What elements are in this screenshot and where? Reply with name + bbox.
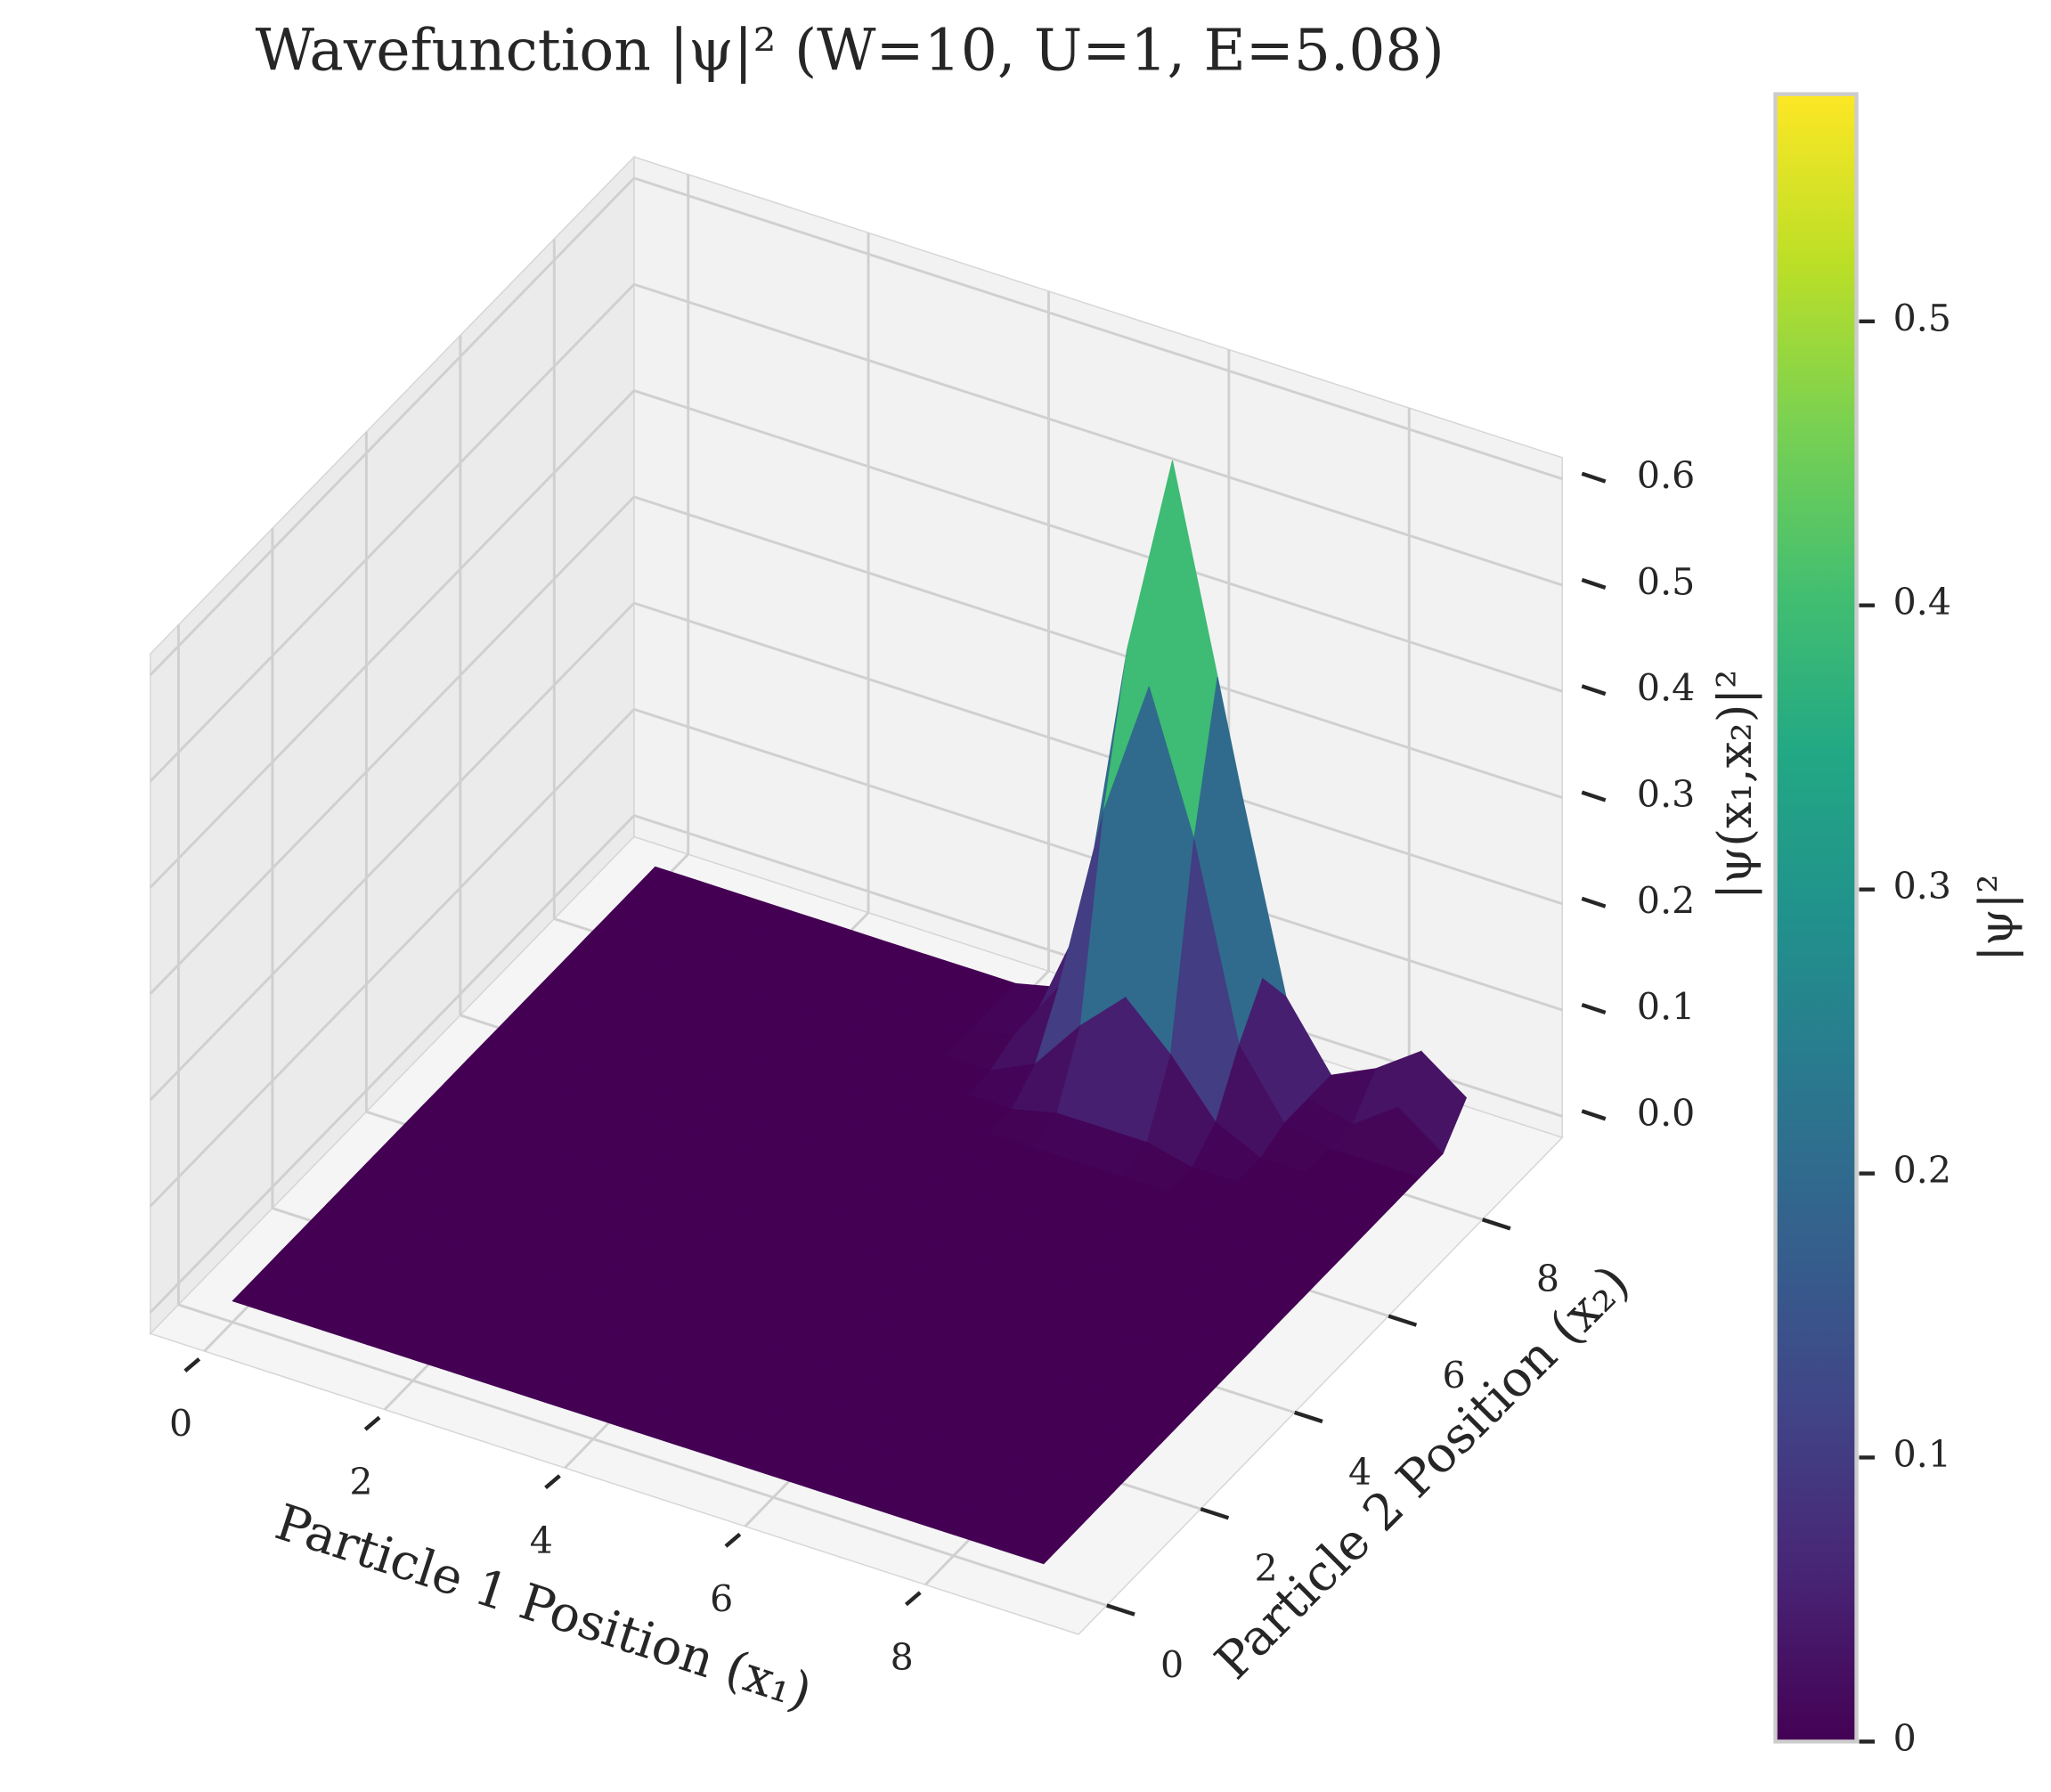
y-tick-label: 2 (1255, 1547, 1278, 1590)
x-tick (544, 1474, 561, 1490)
grid-line (149, 814, 636, 1314)
z-tick-label: 0.6 (1637, 454, 1695, 497)
y-tick (1200, 1507, 1230, 1520)
x-tick-label: 2 (349, 1461, 372, 1503)
y-tick-label: 4 (1348, 1451, 1371, 1494)
grid-line (633, 282, 1563, 587)
x-tick-label: 0 (169, 1403, 192, 1446)
x-tick (363, 1415, 381, 1431)
chart-title: Wavefunction |ψ|² (W=10, U=1, E=5.08) (256, 18, 1445, 85)
grid-line (149, 495, 636, 995)
grid-line (149, 176, 636, 676)
y-tick (1293, 1410, 1323, 1424)
x-tick-label: 8 (891, 1636, 914, 1679)
z-tick-label: 0.4 (1637, 667, 1695, 710)
grid-line (633, 601, 1563, 906)
plot-area: Wavefunction |ψ|² (W=10, U=1, E=5.08) 0 2… (149, 18, 2024, 1760)
colorbar-label: |ψ|² (1970, 874, 2024, 961)
colorbar-tick-label: 0.1 (1893, 1433, 1951, 1476)
colorbar-tick-label: 0.4 (1893, 581, 1951, 623)
grid-line (633, 176, 1563, 481)
z-tick (1581, 471, 1607, 484)
y-tick (1388, 1314, 1418, 1327)
grid-line (149, 389, 636, 889)
z-tick-label: 0.1 (1637, 986, 1695, 1029)
z-tick-label: 0.5 (1637, 560, 1695, 603)
y-tick-label: 6 (1442, 1355, 1465, 1397)
colorbar-tick-label: 0.5 (1893, 297, 1951, 339)
z-axis-label: |ψ(x₁,x₂)|² (1708, 670, 1762, 900)
grid-line (178, 1303, 1108, 1607)
x-tick-label: 6 (710, 1577, 733, 1620)
z-tick (1581, 1003, 1607, 1015)
z-tick-label: 0.0 (1637, 1092, 1695, 1135)
grid-line (149, 708, 636, 1208)
z-tick (1581, 1109, 1607, 1121)
grid-line (633, 389, 1563, 693)
colorbar-tick-label: 0.2 (1893, 1149, 1951, 1192)
colorbar-tick-label: 0 (1893, 1717, 1917, 1760)
grid-line (149, 602, 636, 1101)
colorbar (1773, 92, 1859, 1744)
x-tick (904, 1591, 922, 1607)
z-tick (1581, 577, 1607, 590)
surface-patch (997, 1524, 1069, 1565)
z-tick (1581, 684, 1607, 696)
z-tick-label: 0.3 (1637, 773, 1695, 816)
grid-line (149, 283, 636, 783)
colorbar-tick-label: 0.3 (1893, 865, 1951, 908)
grid-line (633, 495, 1563, 799)
z-tick (1581, 896, 1607, 908)
x-tick (183, 1357, 201, 1373)
x-tick-label: 4 (530, 1519, 553, 1562)
y-tick (1481, 1218, 1511, 1231)
y-tick-label: 0 (1160, 1643, 1184, 1686)
z-tick (1581, 790, 1607, 802)
y-tick (1106, 1603, 1135, 1617)
y-tick-label: 8 (1536, 1258, 1559, 1300)
x-tick (724, 1532, 742, 1548)
z-tick-label: 0.2 (1637, 879, 1695, 922)
